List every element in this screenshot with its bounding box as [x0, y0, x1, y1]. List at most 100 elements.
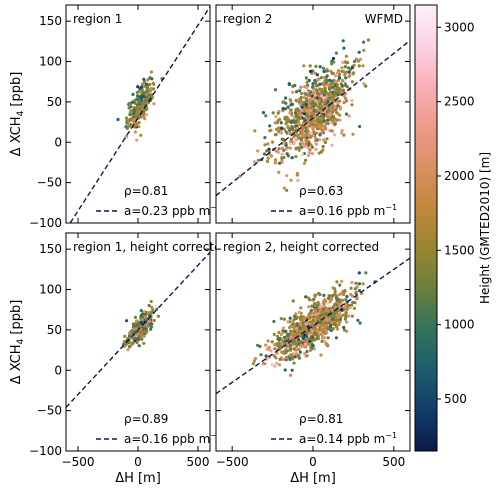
data-point — [345, 320, 349, 324]
data-point — [342, 94, 346, 98]
data-point — [328, 87, 332, 91]
data-point — [129, 118, 133, 122]
data-point — [290, 335, 294, 339]
data-point — [305, 130, 309, 134]
data-point — [343, 289, 347, 293]
data-point — [299, 315, 303, 319]
data-point — [315, 336, 319, 340]
data-point — [313, 315, 317, 319]
data-point — [133, 130, 137, 134]
data-point — [354, 57, 359, 61]
data-point — [289, 178, 293, 182]
data-point — [350, 80, 354, 84]
data-point — [297, 148, 301, 152]
data-point — [310, 145, 314, 149]
data-point — [292, 339, 296, 343]
data-point — [327, 304, 331, 308]
data-point — [125, 319, 129, 323]
x-tick-label: −500 — [62, 455, 95, 469]
data-point — [295, 326, 300, 330]
data-point — [271, 111, 275, 115]
data-point — [297, 310, 301, 314]
data-point — [332, 315, 337, 319]
data-point — [320, 328, 324, 332]
data-point — [355, 297, 359, 301]
data-point — [322, 313, 326, 317]
y-tick-label: 0 — [54, 363, 62, 377]
data-point — [262, 152, 267, 156]
data-point — [345, 329, 349, 333]
data-point — [338, 118, 342, 122]
data-point — [312, 311, 316, 315]
data-point — [317, 291, 321, 296]
data-point — [349, 286, 353, 290]
data-point — [299, 113, 304, 117]
data-point — [321, 309, 326, 313]
data-point — [273, 121, 277, 125]
data-point — [343, 305, 347, 309]
data-point — [303, 352, 307, 356]
data-point — [334, 88, 338, 92]
data-point — [366, 38, 370, 42]
data-point — [276, 150, 280, 154]
data-point — [337, 76, 342, 80]
data-point — [305, 349, 309, 354]
data-point — [307, 342, 311, 346]
data-point — [301, 121, 306, 125]
data-point — [297, 136, 301, 140]
fit-line — [66, 251, 210, 408]
slope-label: a=0.16 ppb m−1 — [124, 431, 222, 446]
data-point — [265, 159, 270, 163]
data-point — [317, 100, 321, 104]
data-point — [288, 142, 292, 146]
data-point — [298, 102, 302, 106]
data-point — [294, 137, 298, 141]
colorbar-tick-label: 2500 — [444, 95, 475, 109]
colorbar-tick-label: 2000 — [444, 169, 475, 183]
data-point — [288, 357, 292, 361]
data-point — [351, 132, 355, 136]
data-point — [261, 111, 266, 115]
data-point — [328, 323, 333, 327]
data-point — [325, 74, 329, 78]
data-point — [251, 362, 255, 366]
data-point — [149, 325, 153, 329]
colorbar-tick-label: 500 — [444, 392, 467, 406]
data-point — [337, 311, 341, 315]
data-point — [350, 103, 354, 107]
data-point — [343, 83, 348, 87]
data-point — [340, 78, 345, 83]
data-point — [344, 54, 348, 58]
data-point — [310, 323, 314, 327]
data-point — [335, 318, 339, 322]
data-point — [325, 91, 330, 95]
data-point — [279, 317, 283, 321]
data-point — [357, 64, 361, 68]
data-point — [314, 333, 318, 337]
data-point — [266, 339, 270, 343]
data-point — [321, 66, 326, 70]
data-point — [306, 153, 311, 158]
data-point — [133, 315, 137, 319]
data-point — [273, 161, 277, 165]
data-point — [318, 65, 322, 69]
data-point — [322, 93, 326, 97]
slope-label: a=0.14 ppb m−1 — [299, 431, 397, 446]
data-point — [277, 161, 282, 165]
data-point — [362, 40, 366, 44]
data-point — [333, 104, 337, 108]
data-point — [145, 106, 149, 110]
data-point — [304, 322, 308, 326]
data-point — [330, 62, 334, 66]
data-point — [361, 282, 365, 286]
data-point — [148, 76, 152, 80]
data-point — [329, 129, 333, 133]
data-point — [333, 133, 337, 137]
data-point — [297, 347, 301, 352]
data-point — [309, 143, 313, 147]
data-point — [279, 332, 283, 337]
data-point — [127, 122, 131, 126]
data-point — [314, 142, 318, 146]
data-point — [142, 108, 146, 112]
colorbar-tick-label: 3000 — [444, 20, 475, 34]
